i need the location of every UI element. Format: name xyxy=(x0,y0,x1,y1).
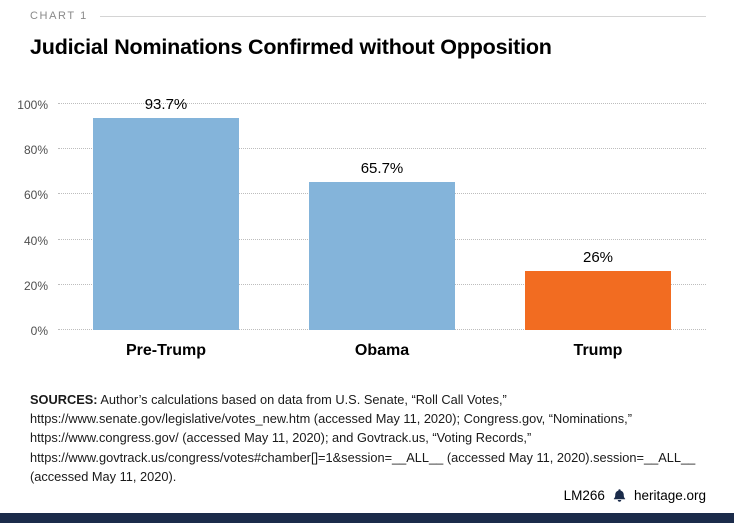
y-axis-tick-label: 100% xyxy=(17,98,48,112)
footer-bar xyxy=(0,513,734,523)
bars-container: 93.7% 65.7% 26% xyxy=(58,96,706,330)
y-axis-tick-label: 20% xyxy=(23,278,48,293)
x-axis-labels: Pre-Trump Obama Trump xyxy=(58,342,706,360)
bar-column-trump: 26% xyxy=(490,104,706,330)
chart-kicker: CHART 1 xyxy=(30,10,88,22)
y-axis-tick-label: 0% xyxy=(30,324,48,338)
chart-title: Judicial Nominations Confirmed without O… xyxy=(30,35,552,59)
plot-area: 93.7% 65.7% 26% 0% 20% 40% 60% 80% 100% xyxy=(17,96,706,338)
bar-pre-trump: 93.7% xyxy=(93,96,239,330)
chart-code: LM266 xyxy=(563,488,605,503)
bar-column-pre-trump: 93.7% xyxy=(58,96,274,330)
x-axis-label-obama: Obama xyxy=(354,342,410,359)
bar-value-label: 65.7% xyxy=(360,159,404,177)
y-axis-tick-label: 80% xyxy=(23,143,48,158)
x-axis-label-pre-trump: Pre-Trump xyxy=(125,342,206,359)
gridline xyxy=(58,148,706,150)
y-axis-tick-label: 60% xyxy=(23,188,48,203)
x-axis-label-trump: Trump xyxy=(573,342,623,359)
bar-trump: 26% xyxy=(525,249,671,330)
y-axis-tick-label: 40% xyxy=(23,233,48,248)
sources-label: SOURCES: xyxy=(30,392,98,407)
bar-column-obama: 65.7% xyxy=(274,104,490,330)
bar-obama: 65.7% xyxy=(309,160,455,330)
kicker-rule xyxy=(99,15,706,17)
bar-value-label: 93.7% xyxy=(144,96,188,114)
sources-body: Author’s calculations based on data from… xyxy=(30,392,696,484)
brand-name: heritage.org xyxy=(633,488,706,503)
chart-header: CHART 1 Judicial Nominations Confirmed w… xyxy=(0,0,734,60)
sources-text: SOURCES: Author’s calculations based on … xyxy=(30,390,704,486)
bar-value-label: 26% xyxy=(582,249,614,267)
heritage-bell-icon xyxy=(612,488,627,503)
gridline xyxy=(58,103,706,104)
kicker-row: CHART 1 xyxy=(30,10,706,22)
footer: LM266 heritage.org xyxy=(564,488,706,503)
